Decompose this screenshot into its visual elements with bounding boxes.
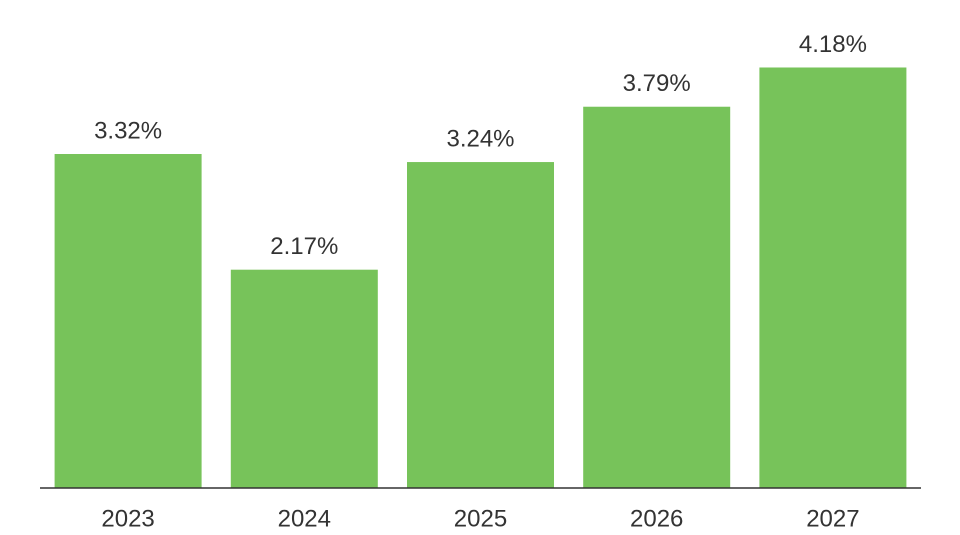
bar <box>583 106 731 488</box>
value-label: 2.17% <box>270 233 338 260</box>
bar <box>407 162 554 488</box>
bar <box>230 269 378 488</box>
x-tick-label: 2025 <box>454 505 507 532</box>
value-label: 3.24% <box>446 125 514 152</box>
value-label: 3.32% <box>94 117 162 144</box>
value-label: 3.79% <box>623 70 691 97</box>
bar <box>759 67 907 488</box>
x-tick-label: 2027 <box>806 505 859 532</box>
x-tick-label: 2024 <box>278 505 331 532</box>
bar <box>54 154 202 488</box>
x-tick-label: 2026 <box>630 505 683 532</box>
value-label: 4.18% <box>799 31 867 58</box>
x-tick-label: 2023 <box>101 505 154 532</box>
